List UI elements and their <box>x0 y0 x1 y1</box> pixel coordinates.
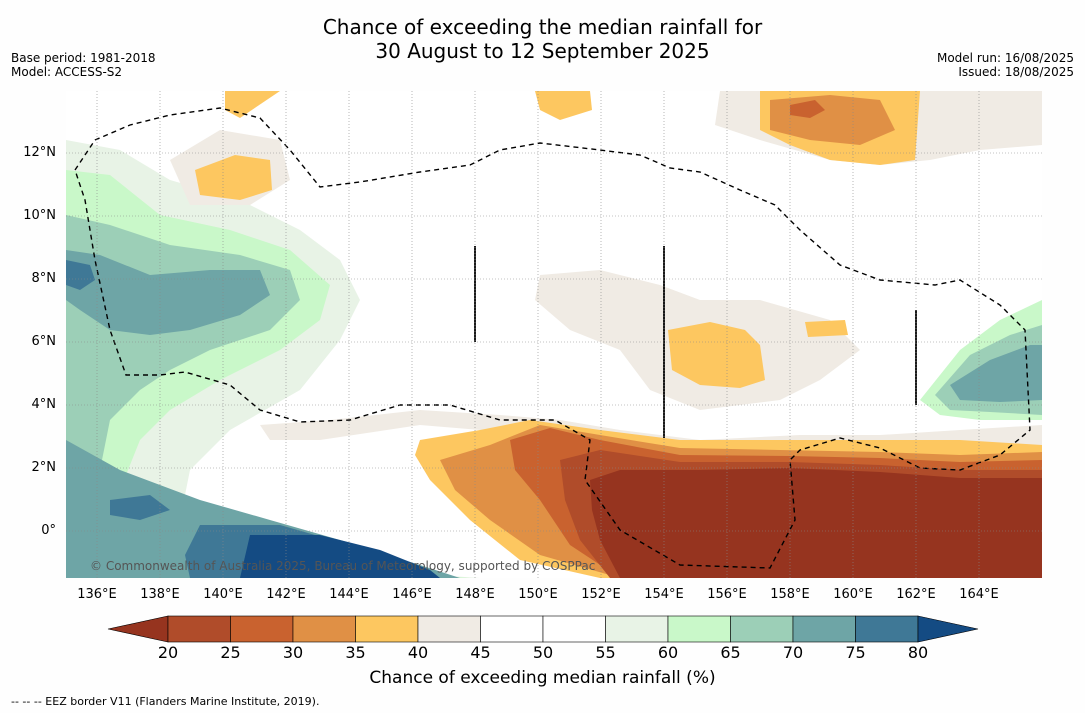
issued-date: Issued: 18/08/2025 <box>958 65 1074 79</box>
region-85-west <box>240 535 440 578</box>
colorbar-label: 25 <box>220 643 241 662</box>
colorbar-title: Chance of exceeding median rainfall (%) <box>369 668 716 688</box>
colorbar-label: 50 <box>532 643 554 662</box>
y-tick-label: 10°N <box>23 208 56 223</box>
base-period: Base period: 1981-2018 <box>11 51 156 65</box>
colorbar-label: 45 <box>470 643 491 662</box>
colorbar-label: 70 <box>782 643 804 662</box>
x-tick-label: 162°E <box>896 587 936 602</box>
y-tick-label: 6°N <box>31 334 57 349</box>
region-75-east <box>950 345 1042 402</box>
model-run: Model run: 16/08/2025 <box>936 51 1074 65</box>
map-field <box>66 91 1042 578</box>
y-tick-label: 8°N <box>31 271 57 286</box>
x-tick-label: 150°E <box>518 587 558 602</box>
colorbar-bin-70-75 <box>792 615 856 643</box>
region-75-west <box>66 250 460 578</box>
x-tick-label: 146°E <box>392 587 432 602</box>
colorbar-bin-25-30 <box>230 615 294 643</box>
region-40-north-c <box>535 91 592 120</box>
region-20-south <box>590 468 1042 578</box>
graticule <box>66 91 1042 578</box>
eez-legend-note: -- -- -- EEZ border V11 (Flanders Marine… <box>11 695 320 708</box>
x-tick-label: 138°E <box>140 587 180 602</box>
x-tick-label: 136°E <box>77 587 117 602</box>
y-tick-label: 0° <box>41 523 56 538</box>
x-tick-label: 154°E <box>644 587 684 602</box>
copyright-notice: © Commonwealth of Australia 2025, Bureau… <box>90 559 596 573</box>
colorbar-bin-35-40 <box>355 615 419 643</box>
x-tick-label: 144°E <box>329 587 369 602</box>
colorbar-bin-20-25 <box>167 615 231 643</box>
colorbar-label: 55 <box>595 643 616 662</box>
colorbar-label: 30 <box>282 643 304 662</box>
colorbar-bin-50-55 <box>542 615 606 643</box>
colorbar-bin-60-65 <box>667 615 731 643</box>
x-tick-label: 156°E <box>707 587 747 602</box>
title-line-1: Chance of exceeding the median rainfall … <box>322 15 763 39</box>
y-tick-label: 2°N <box>31 460 57 475</box>
region-40-north-a <box>195 155 272 200</box>
x-tick-label: 148°E <box>455 587 495 602</box>
region-30-ne <box>790 100 825 118</box>
colorbar-label: 35 <box>345 643 366 662</box>
colorbar-label: 75 <box>845 643 866 662</box>
region-40-north-b <box>225 91 280 118</box>
meta-left: Base period: 1981-2018 Model: ACCESS-S2 <box>11 51 156 79</box>
colorbar-bin-40-45 <box>417 615 481 643</box>
colorbar-extend-low <box>107 615 169 643</box>
region-40-center <box>668 322 765 388</box>
colorbar <box>107 615 979 643</box>
y-tick-label: 12°N <box>23 145 56 160</box>
x-tick-label: 152°E <box>581 587 621 602</box>
title-line-2: 30 August to 12 September 2025 <box>375 39 710 63</box>
colorbar-bin-45-50 <box>480 615 544 643</box>
colorbar-bin-30-35 <box>292 615 356 643</box>
colorbar-label: 80 <box>907 643 929 662</box>
colorbar-bin-65-70 <box>730 615 794 643</box>
x-tick-label: 164°E <box>959 587 999 602</box>
model-name: Model: ACCESS-S2 <box>11 65 123 79</box>
x-tick-label: 140°E <box>203 587 243 602</box>
x-tick-label: 142°E <box>266 587 306 602</box>
meta-right: Model run: 16/08/2025 Issued: 18/08/2025 <box>937 51 1074 79</box>
colorbar-label: 40 <box>407 643 429 662</box>
x-tick-label: 158°E <box>770 587 810 602</box>
colorbar-label: 60 <box>657 643 679 662</box>
colorbar-bin-55-60 <box>605 615 669 643</box>
colorbar-extend-high <box>917 615 979 643</box>
colorbar-label: 65 <box>720 643 741 662</box>
region-40-small <box>805 320 848 337</box>
colorbar-bin-75-80 <box>855 615 919 643</box>
colorbar-label: 20 <box>157 643 179 662</box>
eez-border <box>74 107 1031 569</box>
x-tick-label: 160°E <box>833 587 873 602</box>
y-tick-label: 4°N <box>31 397 57 412</box>
